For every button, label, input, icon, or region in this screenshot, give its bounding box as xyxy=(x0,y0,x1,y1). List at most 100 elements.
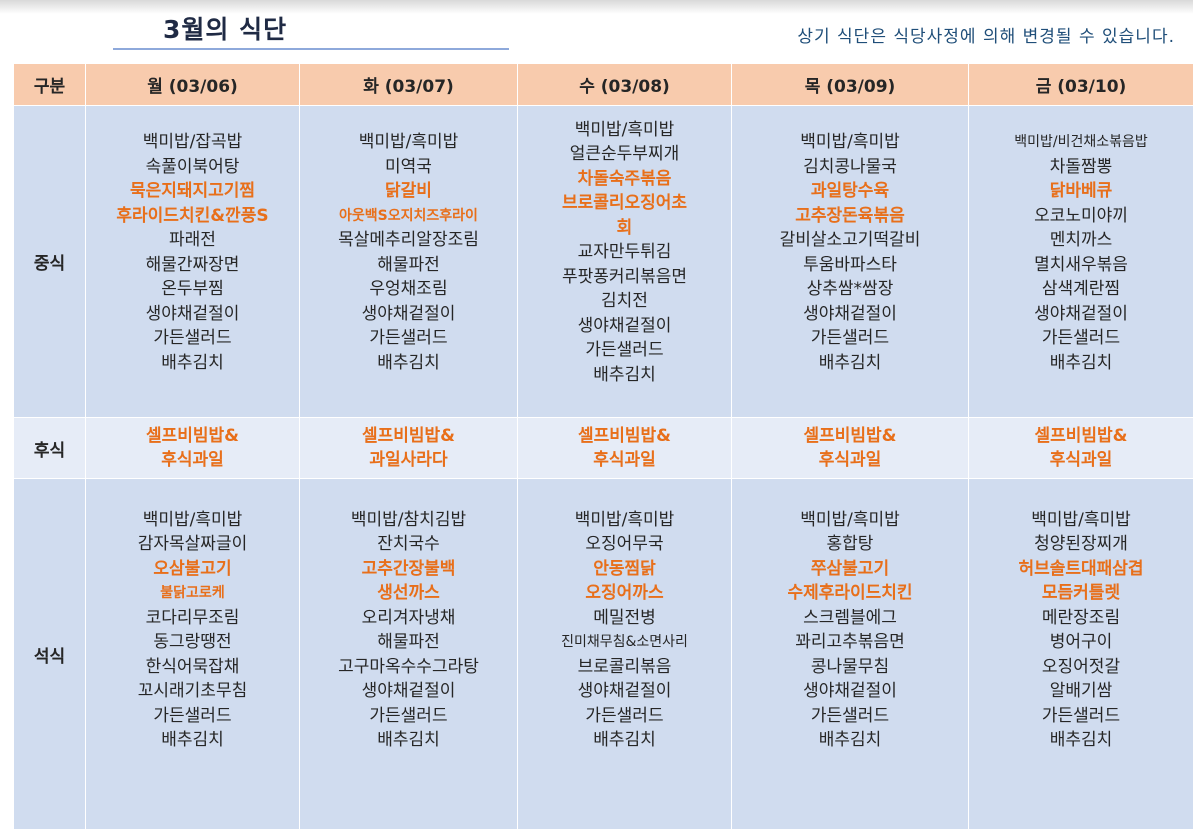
menu-item: 파래전 xyxy=(169,228,216,253)
menu-item: 미역국 xyxy=(385,155,432,180)
menu-item: 알배기쌈 xyxy=(1050,679,1113,704)
menu-item: 가든샐러드 xyxy=(811,704,889,729)
menu-item: 가든샐러드 xyxy=(153,704,231,729)
row-label-dinner: 석식 xyxy=(14,479,86,830)
menu-item: 가든샐러드 xyxy=(1042,704,1120,729)
menu-item: 회 xyxy=(617,216,633,241)
menu-item: 해물파전 xyxy=(377,253,440,278)
menu-item: 속풀이북어탕 xyxy=(146,155,240,180)
menu-item: 오징어젓갈 xyxy=(1042,655,1120,680)
menu-item: 오징어까스 xyxy=(585,581,663,606)
header-row: 구분 월 (03/06) 화 (03/07) 수 (03/08) 목 (03/0… xyxy=(14,64,1193,106)
menu-item: 교자만두튀김 xyxy=(578,240,672,265)
menu-item: 상추쌈*쌈장 xyxy=(807,277,894,302)
menu-item: 생야채겉절이 xyxy=(803,679,897,704)
dessert-wed-cell: 셀프비빔밥&후식과일 xyxy=(518,418,732,479)
menu-item: 한식어묵잡채 xyxy=(146,655,240,680)
page-title: 3월의 식단 xyxy=(163,10,287,46)
menu-item: 홍합탕 xyxy=(827,532,874,557)
menu-item: 가든샐러드 xyxy=(369,704,447,729)
menu-item: 후라이드치킨&깐풍S xyxy=(116,204,268,229)
menu-item: 백미밥/흑미밥 xyxy=(143,508,243,533)
menu-item: 불닭고로케 xyxy=(160,581,224,606)
menu-item: 고구마옥수수그라탕 xyxy=(338,655,479,680)
menu-item: 차돌짬뽕 xyxy=(1050,155,1113,180)
menu-item: 김치전 xyxy=(601,289,648,314)
menu-item: 셀프비빔밥& xyxy=(578,424,671,449)
menu-item: 가든샐러드 xyxy=(1042,326,1120,351)
menu-item: 백미밥/참치김밥 xyxy=(351,508,466,533)
dessert-row: 후식 셀프비빔밥&후식과일 셀프비빔밥&과일사라다 셀프비빔밥&후식과일 셀프비… xyxy=(14,418,1193,479)
menu-item: 배추김치 xyxy=(1050,728,1113,753)
menu-item: 셀프비빔밥& xyxy=(362,424,455,449)
menu-item: 오리겨자냉채 xyxy=(362,606,456,631)
row-label-lunch: 중식 xyxy=(14,106,86,418)
notice-text: 상기 식단은 식당사정에 의해 변경될 수 있습니다. xyxy=(797,22,1175,47)
menu-item: 꽈리고추볶음면 xyxy=(795,630,904,655)
menu-item: 허브솔트대패삼겹 xyxy=(1018,557,1143,582)
menu-item: 백미밥/흑미밥 xyxy=(575,118,675,143)
menu-item: 생야채겉절이 xyxy=(362,302,456,327)
menu-item: 후식과일 xyxy=(819,448,882,473)
menu-item: 백미밥/흑미밥 xyxy=(359,130,459,155)
dessert-fri-cell: 셀프비빔밥&후식과일 xyxy=(969,418,1193,479)
row-label-dessert: 후식 xyxy=(14,418,86,479)
menu-item: 백미밥/흑미밥 xyxy=(800,508,900,533)
menu-item: 오삼불고기 xyxy=(153,557,231,582)
menu-item: 청양된장찌개 xyxy=(1034,532,1128,557)
menu-item: 배추김치 xyxy=(377,728,440,753)
menu-item: 메란장조림 xyxy=(1042,606,1120,631)
menu-item: 가든샐러드 xyxy=(369,326,447,351)
header-day-tue: 화 (03/07) xyxy=(300,64,518,106)
header-day-thu: 목 (03/09) xyxy=(732,64,969,106)
menu-item: 백미밥/흑미밥 xyxy=(800,130,900,155)
menu-item: 생선까스 xyxy=(377,581,440,606)
menu-item: 생야채겉절이 xyxy=(803,302,897,327)
menu-item: 배추김치 xyxy=(593,728,656,753)
menu-item: 후식과일 xyxy=(1050,448,1113,473)
menu-item: 셀프비빔밥& xyxy=(146,424,239,449)
menu-item: 백미밥/흑미밥 xyxy=(1031,508,1131,533)
menu-item: 수제후라이드치킨 xyxy=(787,581,912,606)
menu-item: 셀프비빔밥& xyxy=(803,424,896,449)
menu-item: 브로콜리오징어초 xyxy=(562,191,687,216)
menu-item: 해물간짜장면 xyxy=(146,253,240,278)
menu-item: 백미밥/흑미밥 xyxy=(575,508,675,533)
menu-item: 멸치새우볶음 xyxy=(1034,253,1128,278)
menu-item: 온두부찜 xyxy=(161,277,224,302)
menu-item: 병어구이 xyxy=(1050,630,1113,655)
menu-item: 가든샐러드 xyxy=(153,326,231,351)
menu-item: 후식과일 xyxy=(593,448,656,473)
menu-item: 투움바파스타 xyxy=(803,253,897,278)
menu-item: 멘치까스 xyxy=(1050,228,1113,253)
menu-item: 오징어무국 xyxy=(585,532,663,557)
menu-item: 목살메추리알장조림 xyxy=(338,228,479,253)
menu-item: 잔치국수 xyxy=(377,532,440,557)
menu-item: 고추장돈육볶음 xyxy=(795,204,904,229)
menu-item: 쭈삼불고기 xyxy=(811,557,889,582)
menu-item: 묵은지돼지고기찜 xyxy=(130,179,255,204)
menu-item: 감자목살짜글이 xyxy=(138,532,247,557)
menu-item: 배추김치 xyxy=(377,351,440,376)
menu-item: 생야채겉절이 xyxy=(146,302,240,327)
menu-item: 모듬커틀렛 xyxy=(1042,581,1120,606)
menu-item: 가든샐러드 xyxy=(585,338,663,363)
menu-item: 콩나물무침 xyxy=(811,655,889,680)
menu-item: 얼큰순두부찌개 xyxy=(570,142,679,167)
menu-item: 삼색계란찜 xyxy=(1042,277,1120,302)
dessert-mon-cell: 셀프비빔밥&후식과일 xyxy=(86,418,300,479)
header-category: 구분 xyxy=(14,64,86,106)
menu-item: 배추김치 xyxy=(1050,351,1113,376)
menu-item: 차돌숙주볶음 xyxy=(578,167,672,192)
menu-item: 푸팟퐁커리볶음면 xyxy=(562,265,687,290)
menu-item: 과일탕수육 xyxy=(811,179,889,204)
menu-item: 오코노미야끼 xyxy=(1034,204,1128,229)
